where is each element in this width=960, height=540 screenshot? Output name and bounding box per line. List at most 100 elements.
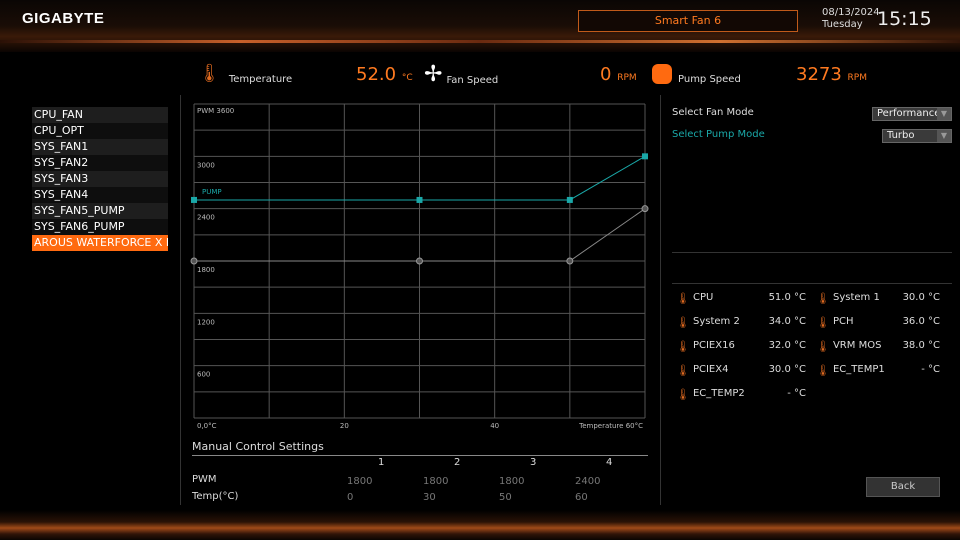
sidebar-item[interactable]: SYS_FAN1 — [32, 139, 168, 155]
divider — [672, 252, 952, 253]
temp-value: 30 — [423, 492, 436, 503]
sidebar-item[interactable]: AROUS WATERFORCE X II 36 — [32, 235, 168, 251]
y-tick-label: 1200 — [197, 318, 215, 326]
pwm-label: PWM — [192, 474, 217, 485]
sensor-value: 36.0 °C — [902, 316, 940, 327]
divider — [672, 283, 952, 284]
sensor-name: System 2 — [692, 316, 740, 327]
chevron-down-icon: ▼ — [937, 108, 951, 120]
pwm-value: 1800 — [423, 476, 449, 487]
thermometer-icon: 🌡 — [198, 63, 221, 84]
temp-value: 50 — [499, 492, 512, 503]
chevron-down-icon: ▼ — [937, 130, 951, 142]
sensor-name: CPU — [692, 292, 714, 303]
fan-point — [641, 205, 649, 213]
pump-point — [416, 196, 423, 203]
temp-sensor: 🌡 CPU 51.0 °C — [676, 292, 806, 305]
thermometer-icon: 🌡 — [676, 316, 690, 329]
column-header: 1 — [378, 457, 385, 468]
back-button[interactable]: Back — [866, 477, 940, 497]
pump-num: 3273 — [796, 64, 842, 85]
fan-list: CPU_FAN CPU_OPT SYS_FAN1 SYS_FAN2 SYS_FAN3 SY… — [32, 107, 168, 251]
divider — [660, 95, 661, 505]
y-tick-label: 1800 — [197, 266, 215, 274]
temp-sensor: 🌡 EC_TEMP2 - °C — [676, 388, 806, 401]
sensor-value: - °C — [787, 388, 806, 399]
fan-unit: RPM — [617, 73, 637, 83]
sidebar-item[interactable]: CPU_FAN — [32, 107, 168, 123]
sidebar-item[interactable]: SYS_FAN6_PUMP — [32, 219, 168, 235]
temp-num: 52.0 — [356, 64, 397, 85]
column-header: 2 — [454, 457, 461, 468]
temp-label: Temp(°C) — [192, 491, 239, 502]
column-header: 3 — [530, 457, 537, 468]
pump-mode-label: Select Pump Mode — [672, 129, 765, 140]
sidebar-item[interactable]: SYS_FAN5_PUMP — [32, 203, 168, 219]
fan-speed-value: 0 RPM — [600, 64, 637, 85]
sensor-value: 38.0 °C — [902, 340, 940, 351]
x-tick-label: 40 — [490, 422, 499, 430]
sensor-value: 34.0 °C — [768, 316, 806, 327]
clock: 15:15 — [877, 8, 932, 30]
temp-sensor: 🌡 System 2 34.0 °C — [676, 316, 806, 329]
date-text: 08/13/2024 — [822, 7, 880, 18]
temp-sensor: 🌡 VRM MOS 38.0 °C — [816, 340, 940, 353]
pwm-value: 2400 — [575, 476, 601, 487]
thermometer-icon: 🌡 — [676, 388, 690, 401]
pump-speed-stat: Pump Speed — [652, 62, 741, 85]
x-tick-label: 20 — [340, 422, 349, 430]
temp-sensor: 🌡 EC_TEMP1 - °C — [816, 364, 940, 377]
pump-point — [642, 153, 648, 160]
sidebar-item[interactable]: CPU_OPT — [32, 123, 168, 139]
x-axis-label: Temperature 60°C — [578, 422, 643, 430]
fan-speed-stat: ✢ Fan Speed — [424, 62, 498, 87]
sidebar-item[interactable]: SYS_FAN2 — [32, 155, 168, 171]
tab-smart-fan-6[interactable]: Smart Fan 6 — [578, 10, 798, 32]
divider — [180, 95, 181, 505]
pwm-value: 1800 — [499, 476, 525, 487]
temp-value: 60 — [575, 492, 588, 503]
y-tick-label: 3000 — [197, 161, 215, 169]
footer-decoration — [0, 510, 960, 540]
thermometer-icon: 🌡 — [816, 316, 830, 329]
sensor-name: PCIEX4 — [692, 364, 729, 375]
temp-sensor: 🌡 PCH 36.0 °C — [816, 316, 940, 329]
sensor-name: PCH — [832, 316, 854, 327]
y-tick-label: 2400 — [197, 214, 215, 222]
series-line — [194, 155, 646, 201]
date: 08/13/2024 Tuesday — [822, 7, 880, 31]
temperature-value: 52.0 °C — [356, 64, 413, 85]
temp-sensor: 🌡 PCIEX4 30.0 °C — [676, 364, 806, 377]
pump-speed-value: 3273 RPM — [796, 64, 867, 85]
fan-point — [190, 257, 198, 265]
pwm-value: 1800 — [347, 476, 373, 487]
pump-speed-label: Pump Speed — [678, 74, 741, 85]
day-text: Tuesday — [822, 19, 863, 30]
pump-mode-value: Turbo — [887, 130, 915, 141]
fan-mode-select[interactable]: Performance ▼ — [872, 107, 952, 121]
sensor-name: System 1 — [832, 292, 880, 303]
temperature-stat: 🌡 Temperature — [198, 62, 292, 85]
thermometer-icon: 🌡 — [676, 340, 690, 353]
x-tick-label: 0,0°C — [197, 422, 217, 430]
fan-mode-value: Performance — [877, 108, 941, 119]
y-axis-label: PWM 3600 — [197, 107, 234, 115]
pump-mode-select[interactable]: Turbo ▼ — [882, 129, 952, 143]
series-line — [194, 208, 646, 262]
sensor-name: PCIEX16 — [692, 340, 735, 351]
fan-point — [416, 257, 423, 265]
fan-curve-chart[interactable]: PWM 3600 3000 2400 1800 1200 600 0,0°C 20 40 Temp… — [180, 95, 655, 435]
manual-control-settings: Manual Control Settings — [192, 440, 648, 456]
sensor-value: 30.0 °C — [768, 364, 806, 375]
pump-unit: RPM — [847, 73, 867, 83]
fan-mode-label: Select Fan Mode — [672, 107, 754, 118]
temperature-label: Temperature — [228, 74, 293, 85]
thermometer-icon: 🌡 — [676, 292, 690, 305]
thermometer-icon: 🌡 — [816, 364, 830, 377]
sensor-value: 51.0 °C — [768, 292, 806, 303]
sidebar-item[interactable]: SYS_FAN3 — [32, 171, 168, 187]
temp-sensor: 🌡 PCIEX16 32.0 °C — [676, 340, 806, 353]
fan-point — [566, 257, 574, 265]
sensor-name: VRM MOS — [832, 340, 882, 351]
sidebar-item[interactable]: SYS_FAN4 — [32, 187, 168, 203]
